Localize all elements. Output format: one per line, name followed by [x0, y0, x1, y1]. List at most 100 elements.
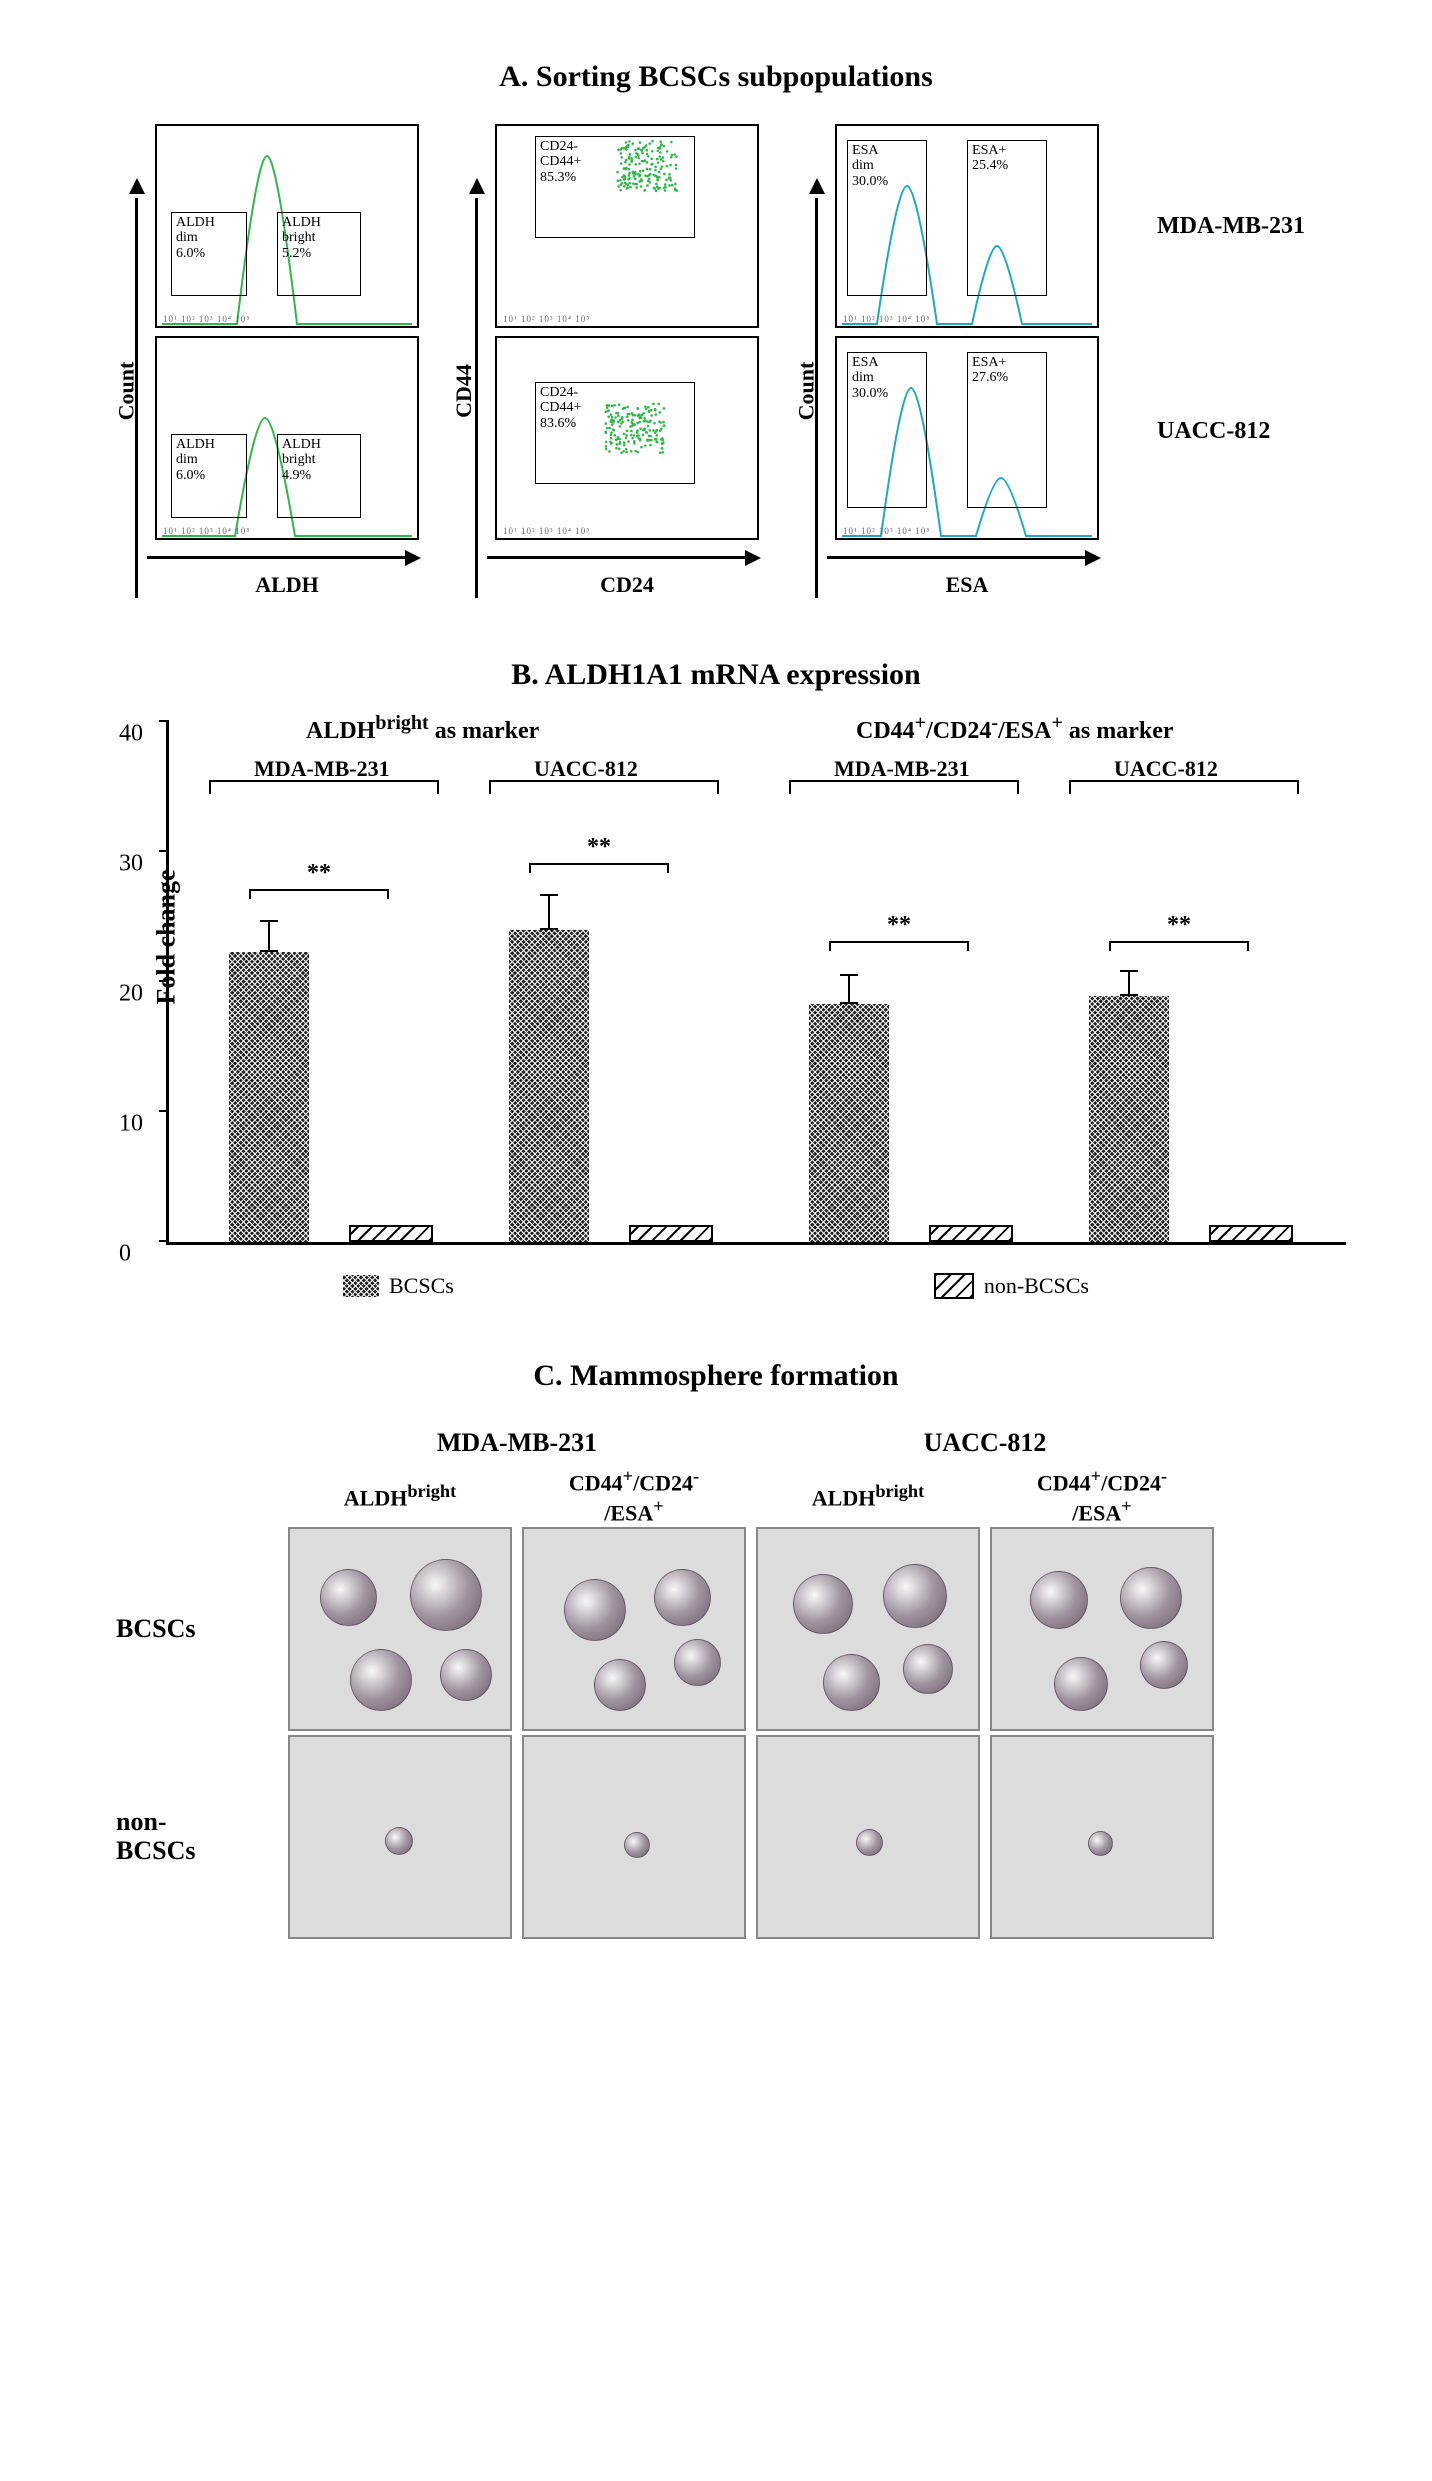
- row-label: non-BCSCs: [116, 1808, 195, 1865]
- ytick-label: 40: [119, 721, 143, 748]
- panel-a-title: A. Sorting BCSCs subpopulations: [40, 60, 1392, 94]
- row-label: BCSCs: [116, 1615, 195, 1644]
- tick-labels: 10¹ 10² 10³ 10⁴ 10⁵: [163, 314, 250, 324]
- gate-box: ALDHdim6.0%: [171, 212, 247, 296]
- significance-label: **: [307, 860, 331, 887]
- gate-box: ALDHbright5.2%: [277, 212, 361, 296]
- x-axis-arrow-icon: [487, 548, 767, 568]
- mammosphere-icon: [350, 1649, 412, 1711]
- bar: [1089, 996, 1169, 1242]
- legend-label: non-BCSCs: [984, 1273, 1089, 1299]
- facs-column: CountESAdim30.0%ESA+25.4%10¹ 10² 10³ 10⁴…: [807, 124, 1107, 598]
- x-axis-arrow-icon: [147, 548, 427, 568]
- x-axis-label: ALDH: [255, 572, 319, 598]
- swatch-dense-icon: [343, 1275, 379, 1297]
- bar: [1209, 1225, 1293, 1242]
- mammosphere-icon: [320, 1569, 377, 1626]
- y-axis-label: Count: [113, 362, 139, 421]
- ytick-label: 0: [119, 1241, 131, 1268]
- error-bar-icon: [268, 920, 270, 953]
- legend-item-nonbcscs: non-BCSCs: [934, 1273, 1089, 1299]
- gate-box: ESA+25.4%: [967, 140, 1047, 296]
- mammosphere-icon: [823, 1654, 880, 1711]
- facs-plot: ESAdim30.0%ESA+27.6%10¹ 10² 10³ 10⁴ 10⁵: [835, 336, 1099, 540]
- mammosphere-icon: [856, 1829, 883, 1856]
- facs-column: CountALDHdim6.0%ALDHbright5.2%10¹ 10² 10…: [127, 124, 427, 598]
- micrograph: [990, 1735, 1214, 1939]
- marker-label: ALDHbright: [812, 1481, 924, 1511]
- significance-bar-icon: [829, 941, 969, 943]
- error-bar-icon: [1128, 970, 1130, 996]
- ytick-mark-icon: [159, 1110, 169, 1112]
- micrograph: [288, 1735, 512, 1939]
- x-axis-label: CD24: [600, 572, 654, 598]
- swatch-hatch-icon: [934, 1273, 974, 1299]
- panel-a: Count ALDHdim6.0% ALDHbright5.2% 10¹ 10² 10…: [40, 124, 1392, 598]
- gate-box: ESAdim30.0%: [847, 352, 927, 508]
- micrograph: [756, 1527, 980, 1731]
- gate-box: CD24-CD44+85.3%: [535, 136, 695, 238]
- cell-line-label: MDA-MB-231: [437, 1428, 597, 1458]
- y-axis-label: CD44: [451, 364, 477, 418]
- mammosphere-icon: [594, 1659, 646, 1711]
- mammosphere-icon: [440, 1649, 492, 1701]
- group-label: UACC-812: [1114, 756, 1218, 782]
- mammosphere-icon: [883, 1564, 947, 1628]
- mammosphere-icon: [903, 1644, 953, 1694]
- significance-bar-icon: [1109, 941, 1249, 943]
- y-axis-label: Count: [793, 362, 819, 421]
- group-label: MDA-MB-231: [254, 756, 390, 782]
- bar-chart: Fold change 010203040********MDA-MB-231U…: [166, 722, 1346, 1245]
- bar: [809, 1004, 889, 1242]
- mammosphere-icon: [654, 1569, 711, 1626]
- gate-box: ESAdim30.0%: [847, 140, 927, 296]
- mammosphere-icon: [624, 1832, 650, 1858]
- legend: BCSCs non-BCSCs: [86, 1273, 1346, 1299]
- gate-box: ALDHdim6.0%: [171, 434, 247, 518]
- facs-plot: ESAdim30.0% ESA+25.4% 10¹ 10² 10³ 10⁴ 10⁵: [835, 124, 1099, 328]
- facs-plot: CD24-CD44+85.3% 10¹ 10² 10³ 10⁴ 10⁵: [495, 124, 759, 328]
- ytick-label: 10: [119, 1111, 143, 1138]
- bar: [349, 1225, 433, 1242]
- ytick-mark-icon: [159, 720, 169, 722]
- tick-labels: 10¹ 10² 10³ 10⁴ 10⁵: [503, 526, 590, 536]
- group-label: MDA-MB-231: [834, 756, 970, 782]
- ytick-label: 30: [119, 851, 143, 878]
- mammosphere-icon: [1120, 1567, 1182, 1629]
- marker-label: ALDHbright: [344, 1481, 456, 1511]
- x-axis-label: ESA: [946, 572, 989, 598]
- marker-label: CD44+/CD24-/ESA+: [1037, 1466, 1167, 1525]
- y-axis-label: Fold change: [152, 869, 182, 1004]
- mammosphere-icon: [793, 1574, 853, 1634]
- bar: [509, 930, 589, 1242]
- facs-plot: CD24-CD44+83.6%10¹ 10² 10³ 10⁴ 10⁵: [495, 336, 759, 540]
- tick-labels: 10¹ 10² 10³ 10⁴ 10⁵: [503, 314, 590, 324]
- legend-label: BCSCs: [389, 1273, 454, 1299]
- mammosphere-icon: [1088, 1831, 1113, 1856]
- panel-b: ALDHbright as marker CD44+/CD24-/ESA+ as…: [86, 722, 1346, 1299]
- mammosphere-icon: [564, 1579, 626, 1641]
- tick-labels: 10¹ 10² 10³ 10⁴ 10⁵: [843, 314, 930, 324]
- mammosphere-icon: [385, 1827, 413, 1855]
- mammosphere-icon: [1054, 1657, 1108, 1711]
- significance-label: **: [587, 834, 611, 861]
- gate-box: ALDHbright4.9%: [277, 434, 361, 518]
- c-grid: MDA-MB-231UACC-812ALDHbrightCD44+/CD24-/…: [116, 1423, 1316, 1937]
- bar: [929, 1225, 1013, 1242]
- mammosphere-icon: [410, 1559, 482, 1631]
- row-label: MDA-MB-231: [1157, 213, 1305, 240]
- ytick-mark-icon: [159, 850, 169, 852]
- mammosphere-icon: [1030, 1571, 1088, 1629]
- significance-label: **: [1167, 912, 1191, 939]
- row-label: UACC-812: [1157, 418, 1305, 445]
- marker-label: CD44+/CD24-/ESA+: [569, 1466, 699, 1525]
- significance-bar-icon: [529, 863, 669, 865]
- x-axis-arrow-icon: [827, 548, 1107, 568]
- micrograph: [288, 1527, 512, 1731]
- significance-bar-icon: [249, 889, 389, 891]
- mammosphere-icon: [1140, 1641, 1188, 1689]
- micrograph: [756, 1735, 980, 1939]
- panel-c: MDA-MB-231UACC-812ALDHbrightCD44+/CD24-/…: [116, 1423, 1316, 1937]
- ytick-mark-icon: [159, 980, 169, 982]
- facs-column: CD44CD24-CD44+85.3%10¹ 10² 10³ 10⁴ 10⁵CD…: [467, 124, 767, 598]
